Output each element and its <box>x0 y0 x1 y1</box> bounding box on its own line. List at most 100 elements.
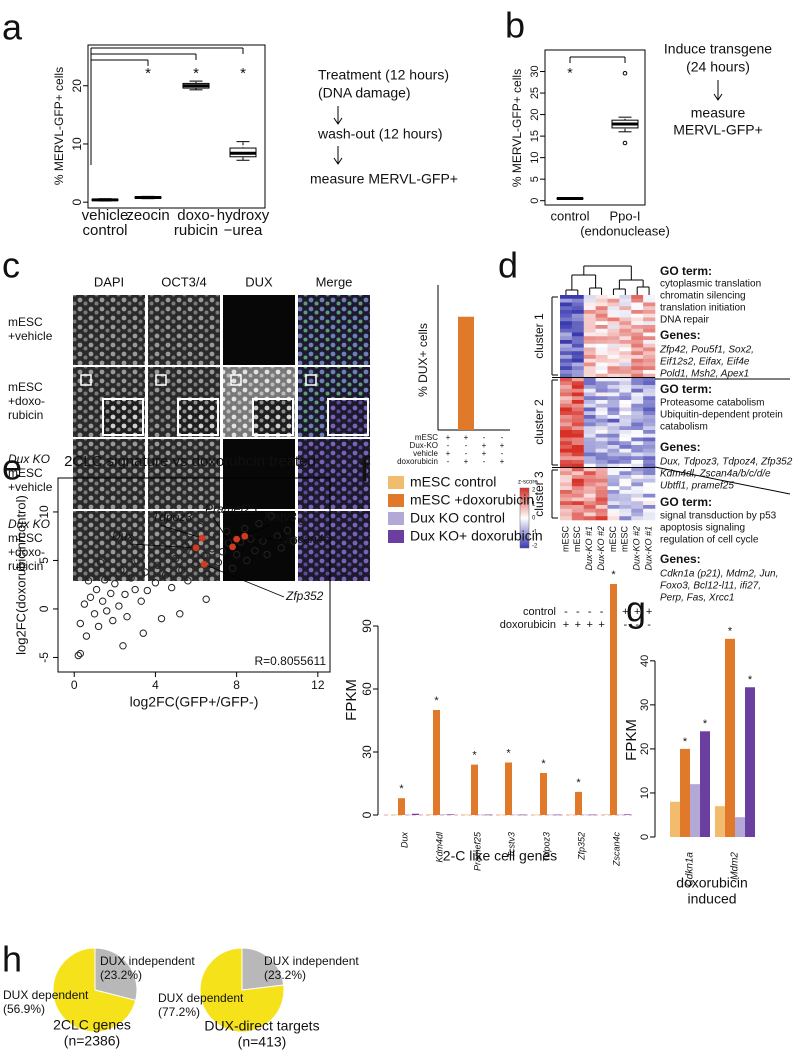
condition-mark: + <box>464 433 469 442</box>
y-tick-label: 10 <box>529 152 541 164</box>
heatmap-cell <box>595 426 608 431</box>
heatmap-cell <box>583 426 596 431</box>
heatmap-cell <box>619 347 632 352</box>
bar <box>670 801 680 837</box>
column-label: Dux-KO #1 <box>584 526 594 571</box>
heatmap-cell <box>595 441 608 446</box>
heatmap-cell <box>619 475 632 480</box>
heatmap-cell <box>619 306 632 311</box>
heatmap-cell <box>619 456 632 461</box>
bar <box>617 814 624 816</box>
bar <box>624 814 631 815</box>
heatmap-cell <box>595 486 608 491</box>
point <box>147 551 156 560</box>
heatmap-cell <box>643 325 656 330</box>
panel-label: g <box>626 589 646 630</box>
point <box>174 529 182 537</box>
point <box>109 616 117 625</box>
heatmap-cell <box>595 497 608 502</box>
heatmap-cell <box>571 437 585 442</box>
heatmap-cell <box>595 512 608 517</box>
heatmap-cell <box>571 422 585 427</box>
heatmap-cell <box>643 328 656 333</box>
heatmap-cell <box>619 295 632 300</box>
heatmap-cell <box>607 467 620 472</box>
condition-mark: - <box>465 449 468 458</box>
heatmap-cell <box>619 362 632 367</box>
heatmap-cell <box>631 347 644 352</box>
point <box>84 577 93 585</box>
y-tick-label: 30 <box>639 699 651 711</box>
heatmap-cell <box>631 448 644 453</box>
heatmap-cell <box>571 463 585 468</box>
heatmap-cell <box>607 422 620 427</box>
y-tick-label: 5 <box>37 557 51 564</box>
heatmap-cell <box>571 407 585 412</box>
heatmap-cell <box>583 433 596 438</box>
heatmap-cell <box>560 332 573 337</box>
heatmap-cell <box>619 508 632 513</box>
heatmap-cell <box>643 373 656 378</box>
condition-mark: + <box>482 441 487 450</box>
heatmap-cell <box>571 343 585 348</box>
heatmap-cell <box>560 441 573 446</box>
inset <box>327 398 369 436</box>
condition-mark: - <box>483 433 486 442</box>
genes-title: Genes: <box>660 328 701 342</box>
heatmap-cell <box>560 505 573 510</box>
row-label: mESC <box>8 466 43 480</box>
heatmap-cell <box>619 445 632 450</box>
point <box>200 551 208 560</box>
x-tick-label: 8 <box>233 678 240 692</box>
heatmap-cell <box>643 516 656 521</box>
heatmap-cell <box>571 403 585 408</box>
micrograph <box>298 511 370 581</box>
point <box>204 570 212 578</box>
chart-title: 2CLC signature vs doxorubcin treated <box>64 453 316 470</box>
heatmap-cell <box>595 400 608 405</box>
condition-mark: - <box>647 619 651 631</box>
heatmap-cell <box>619 437 632 442</box>
heatmap-cell <box>571 426 585 431</box>
point <box>163 547 172 555</box>
heatmap-cell <box>571 460 585 465</box>
bar <box>725 638 735 837</box>
heatmap-cell <box>607 381 620 386</box>
heatmap-cell <box>607 377 620 382</box>
point <box>100 576 109 584</box>
x-tick-label: 12 <box>311 678 325 692</box>
heatmap-cell <box>643 377 656 382</box>
heatmap-cell <box>571 298 585 303</box>
heatmap-cell <box>571 497 585 502</box>
outlier <box>622 140 628 146</box>
heatmap-cell <box>583 430 596 435</box>
condition-mark: - <box>588 606 592 618</box>
heatmap-cell <box>571 505 585 510</box>
heatmap-cell <box>571 347 585 352</box>
plot-frame <box>544 49 646 206</box>
heatmap-cell <box>560 508 573 513</box>
heatmap-cell <box>643 422 656 427</box>
heatmap-cell <box>607 396 620 401</box>
heatmap-cell <box>560 385 573 390</box>
heatmap-cell <box>619 497 632 502</box>
heatmap-cell <box>631 407 644 412</box>
heatmap-cell <box>607 490 620 495</box>
heatmap-cell <box>631 445 644 450</box>
heatmap-cell <box>595 478 608 483</box>
heatmap-cell <box>571 362 585 367</box>
heatmap-cell <box>595 501 608 506</box>
point <box>92 585 101 594</box>
category-label: Dux <box>399 832 409 849</box>
significance: * <box>611 569 616 581</box>
heatmap-cell <box>560 512 573 517</box>
significance: * <box>703 718 708 730</box>
category-label: Ppo-I <box>609 208 640 223</box>
heatmap-cell <box>595 370 608 375</box>
heatmap-cell <box>571 370 585 375</box>
point-label: Dux <box>112 529 134 543</box>
arrow-head <box>713 93 723 101</box>
bar <box>533 814 540 816</box>
point <box>283 526 292 535</box>
heatmap-cell <box>619 441 632 446</box>
